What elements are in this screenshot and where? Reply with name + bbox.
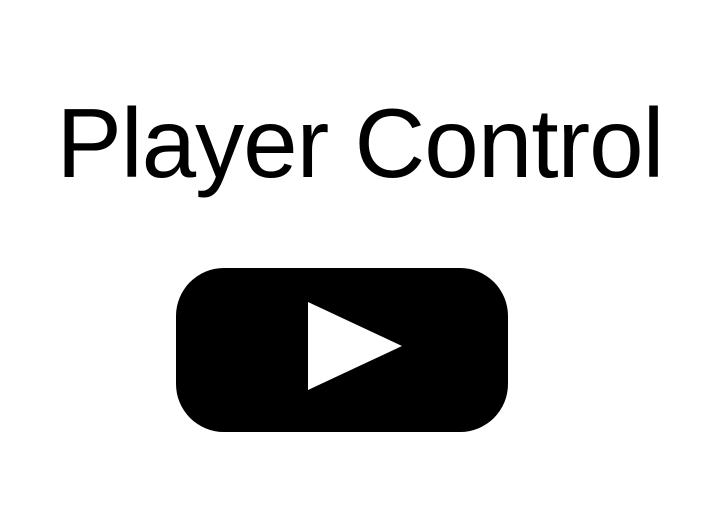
page-title: Player Control [56,88,665,198]
play-button[interactable] [176,268,508,432]
play-triangle [308,302,402,390]
play-icon [176,268,508,432]
